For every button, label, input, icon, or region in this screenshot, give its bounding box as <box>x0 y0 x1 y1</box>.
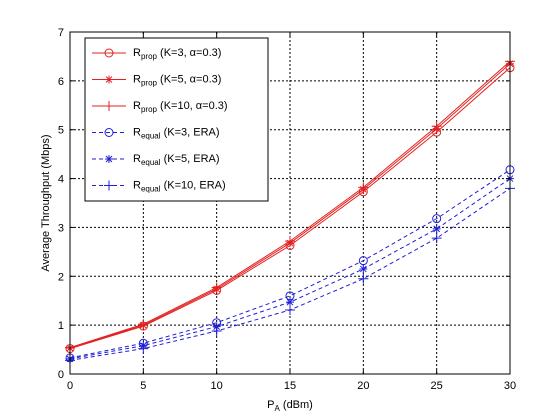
plus-marker <box>104 180 114 191</box>
legend-label-rest: (K=3, ERA) <box>161 127 220 139</box>
star-marker <box>359 264 368 273</box>
y-tick-label: 5 <box>58 125 64 137</box>
y-tick-label: 1 <box>58 320 64 332</box>
x-axis-label: PA (dBm) <box>267 399 313 413</box>
plus-marker <box>358 182 369 193</box>
plus-marker <box>285 304 295 315</box>
plus-marker <box>358 273 369 284</box>
circle-marker <box>358 256 368 266</box>
y-tick-label: 4 <box>58 174 64 186</box>
star-marker <box>286 298 294 307</box>
plus-marker <box>138 343 149 354</box>
legend-label-sub: prop <box>141 79 158 88</box>
plus-marker <box>431 121 442 132</box>
y-tick-label: 0 <box>58 369 64 381</box>
plus-marker <box>211 282 222 293</box>
plus-marker <box>285 236 295 247</box>
circle-marker <box>432 214 442 224</box>
x-tick-label: 10 <box>211 380 223 392</box>
x-axis-label-sub: A <box>275 404 281 413</box>
circle-marker <box>104 48 114 58</box>
legend-label: Requal (K=10, ERA) <box>133 180 226 194</box>
x-axis-label-unit: (dBm) <box>280 399 313 411</box>
series-line <box>69 169 511 359</box>
y-tick-label: 7 <box>58 27 64 39</box>
legend-label-main: R <box>133 127 141 139</box>
legend-entry-4: Requal (K=3, ERA) <box>92 127 220 141</box>
legend: Rprop (K=3, α=0.3)Rprop (K=5, α=0.3)Rpro… <box>84 37 269 202</box>
legend-box <box>84 37 269 202</box>
legend-label-rest: (K=5, ERA) <box>161 153 220 165</box>
legend-label-main: R <box>133 100 141 112</box>
tick-layer: 0 5 10 15 20 25 30 0 1 2 3 4 5 6 7 <box>58 27 516 392</box>
legend-entry-2: Rprop (K=5, α=0.3) <box>92 74 221 88</box>
legend-label-sub: equal <box>141 185 161 194</box>
legend-label-main: R <box>133 153 141 165</box>
legend-label: Rprop (K=10, α=0.3) <box>133 100 228 114</box>
y-axis-label: Average Throughput (Mbps) <box>40 134 52 271</box>
legend-label-main: R <box>133 47 141 59</box>
x-tick-label: 25 <box>431 380 443 392</box>
legend-label: Requal (K=5, ERA) <box>133 153 220 167</box>
y-tick-label: 3 <box>58 222 64 234</box>
plus-marker <box>431 233 442 244</box>
legend-entry-3: Rprop (K=10, α=0.3) <box>92 100 228 114</box>
x-tick-label: 0 <box>67 380 73 392</box>
y-tick-label: 6 <box>58 76 64 88</box>
x-tick-label: 30 <box>504 380 516 392</box>
legend-entry-6: Requal (K=10, ERA) <box>92 180 226 194</box>
star-marker <box>432 224 441 233</box>
legend-label-rest: (K=3, α=0.3) <box>157 47 221 59</box>
legend-label-sub: equal <box>141 158 161 167</box>
legend-entry-1: Rprop (K=3, α=0.3) <box>92 47 221 61</box>
y-tick-label: 2 <box>58 271 64 283</box>
star-marker <box>105 155 113 163</box>
legend-label: Rprop (K=3, α=0.3) <box>133 47 221 61</box>
legend-label-sub: equal <box>141 132 161 141</box>
legend-label: Requal (K=3, ERA) <box>133 127 220 141</box>
legend-label-sub: prop <box>141 52 158 61</box>
x-tick-label: 5 <box>140 380 146 392</box>
circle-marker <box>104 128 114 137</box>
legend-label: Rprop (K=5, α=0.3) <box>133 74 221 88</box>
legend-label-rest: (K=10, ERA) <box>161 180 226 192</box>
star-marker <box>105 75 113 84</box>
legend-label-rest: (K=10, α=0.3) <box>157 100 228 112</box>
x-axis-label-main: P <box>267 399 274 411</box>
plus-marker <box>104 101 114 111</box>
legend-label-rest: (K=5, α=0.3) <box>157 74 221 86</box>
legend-label-main: R <box>133 180 141 192</box>
x-tick-label: 20 <box>357 380 369 392</box>
legend-label-main: R <box>133 74 141 86</box>
legend-entry-5: Requal (K=5, ERA) <box>92 153 220 167</box>
plus-marker <box>138 319 149 330</box>
x-tick-label: 15 <box>284 380 296 392</box>
plus-marker <box>211 326 222 337</box>
legend-label-sub: prop <box>141 105 158 114</box>
